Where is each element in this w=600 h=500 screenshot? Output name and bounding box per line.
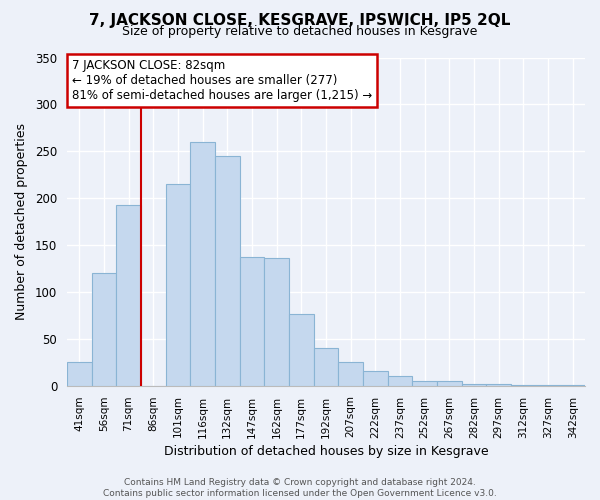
Bar	[388, 376, 412, 386]
Text: 7 JACKSON CLOSE: 82sqm
← 19% of detached houses are smaller (277)
81% of semi-de: 7 JACKSON CLOSE: 82sqm ← 19% of detached…	[72, 59, 373, 102]
Bar	[314, 348, 338, 386]
Bar	[166, 184, 190, 386]
Bar	[487, 384, 511, 386]
Bar	[116, 204, 141, 386]
Bar	[190, 142, 215, 386]
Bar	[560, 385, 585, 386]
Bar	[437, 381, 461, 386]
Text: Size of property relative to detached houses in Kesgrave: Size of property relative to detached ho…	[122, 25, 478, 38]
Bar	[215, 156, 239, 386]
Y-axis label: Number of detached properties: Number of detached properties	[15, 123, 28, 320]
Bar	[289, 314, 314, 386]
Text: Contains HM Land Registry data © Crown copyright and database right 2024.
Contai: Contains HM Land Registry data © Crown c…	[103, 478, 497, 498]
Bar	[511, 385, 536, 386]
Bar	[461, 384, 487, 386]
Bar	[264, 258, 289, 386]
Bar	[92, 273, 116, 386]
Text: 7, JACKSON CLOSE, KESGRAVE, IPSWICH, IP5 2QL: 7, JACKSON CLOSE, KESGRAVE, IPSWICH, IP5…	[89, 12, 511, 28]
Bar	[338, 362, 363, 386]
Bar	[239, 257, 264, 386]
Bar	[412, 381, 437, 386]
Bar	[67, 362, 92, 386]
X-axis label: Distribution of detached houses by size in Kesgrave: Distribution of detached houses by size …	[164, 444, 488, 458]
Bar	[536, 385, 560, 386]
Bar	[363, 370, 388, 386]
